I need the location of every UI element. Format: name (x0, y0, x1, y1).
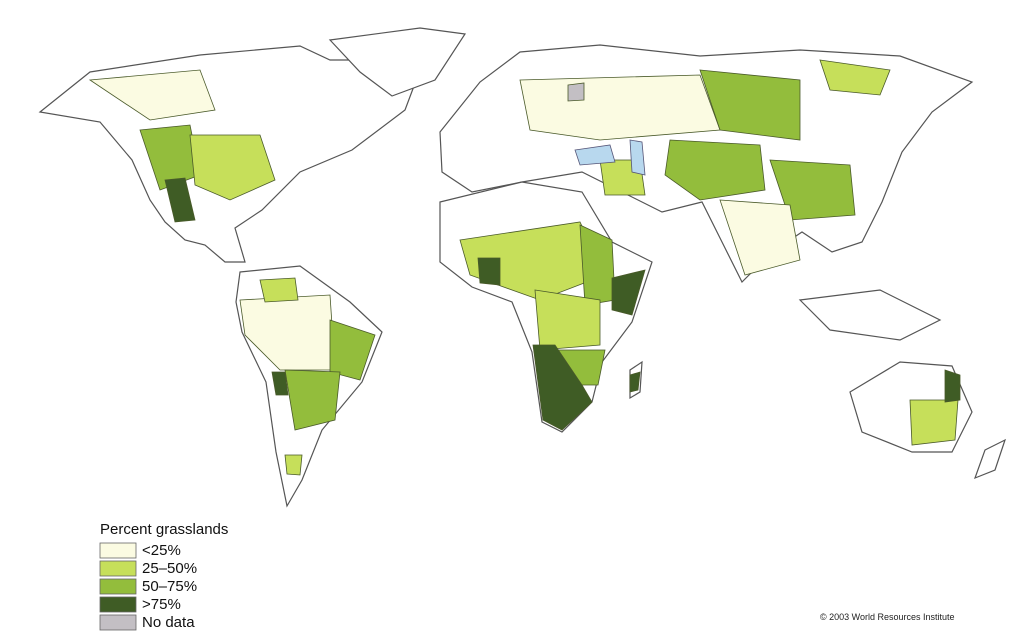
region (88, 69, 216, 121)
region (909, 399, 959, 446)
credit: © 2003 World Resources Institute (820, 612, 955, 622)
grassland-regions (88, 59, 961, 476)
region (699, 69, 801, 141)
legend-swatch (99, 542, 137, 559)
region (532, 344, 593, 431)
legend-label: <25% (142, 542, 181, 559)
legend-label: 50–75% (142, 578, 197, 595)
caspian-sea (629, 139, 646, 176)
region (164, 177, 196, 223)
region (579, 224, 616, 306)
region (519, 74, 721, 141)
region (769, 159, 856, 221)
region (664, 139, 766, 201)
region (611, 269, 646, 316)
legend-label: No data (142, 614, 195, 631)
region (629, 371, 641, 393)
legend-swatch (99, 614, 137, 631)
region (819, 59, 891, 96)
region (534, 289, 601, 351)
black-sea (574, 144, 616, 166)
region (189, 134, 276, 201)
greenland (328, 27, 467, 97)
legend-swatch (99, 560, 137, 577)
new-zealand (973, 438, 1007, 480)
legend: <25%25–50%50–75%>75%No data (99, 542, 197, 631)
region (329, 319, 376, 381)
region (284, 454, 303, 476)
southeast-asia-islands (798, 289, 942, 341)
region (567, 82, 585, 102)
legend-title: Percent grasslands (100, 521, 228, 538)
region (239, 294, 336, 371)
region (271, 371, 289, 396)
region (477, 257, 501, 286)
region (259, 277, 299, 303)
legend-label: >75% (142, 596, 181, 613)
region (944, 369, 961, 403)
legend-label: 25–50% (142, 560, 197, 577)
region (719, 199, 801, 276)
legend-swatch (99, 596, 137, 613)
region (284, 369, 341, 431)
legend-swatch (99, 578, 137, 595)
